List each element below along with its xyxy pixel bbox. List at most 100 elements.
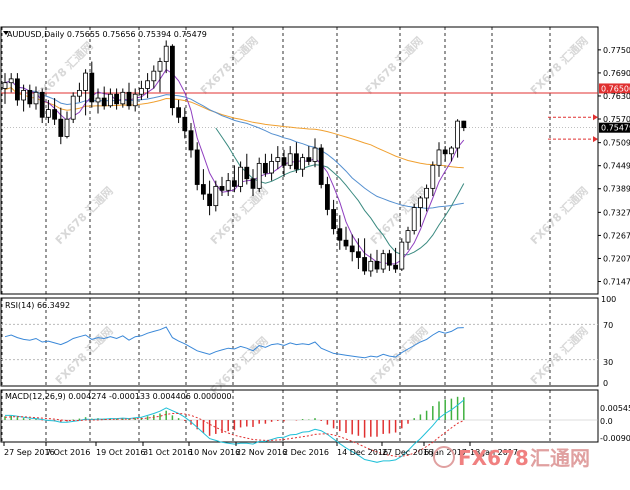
candle-body [417, 197, 423, 208]
watermark-logo-icon [433, 446, 455, 468]
price-tick-label: 0.76905 [603, 69, 630, 78]
chart-menu-triangle-icon[interactable] [3, 31, 9, 35]
macd-label: MACD(12,26,9) 0.004274 -0.000133 0.00440… [5, 392, 232, 401]
candle-body [188, 130, 194, 151]
candle-body [70, 95, 76, 120]
ma-blue-line [4, 80, 464, 209]
target-level-arrows [548, 114, 598, 143]
candle-body [318, 147, 324, 185]
candle-body [145, 80, 151, 89]
candle-body [250, 178, 256, 189]
candle-body [77, 89, 82, 97]
price-panel-frame [0, 26, 599, 295]
candle-body [58, 118, 64, 137]
rsi-panel[interactable]: RSI(14) 66.3492 100 70 30 0 [0, 295, 616, 388]
main-price-panel[interactable]: AUDUSD,Daily 0.75655 0.75656 0.75394 0.7… [0, 26, 599, 295]
candle-body [151, 70, 157, 82]
candle-body [374, 260, 380, 270]
candle-body [436, 149, 442, 166]
candle-body [244, 166, 250, 180]
candle-body [343, 239, 349, 247]
candle-body [231, 180, 237, 187]
candle-body [448, 147, 454, 155]
candle-body [207, 193, 213, 207]
candle-body [138, 88, 144, 95]
candle-body [275, 157, 281, 162]
time-tick-label: 31 Oct 2016 [143, 448, 192, 457]
time-tick-label: 27 Dec 2016 [382, 448, 433, 457]
candle-body [368, 260, 374, 272]
candle-body [95, 97, 101, 103]
rsi-label: RSI(14) 66.3492 [5, 301, 70, 310]
candle-body [430, 164, 436, 189]
time-tick-label: 22 Nov 2016 [236, 448, 287, 457]
candle-body [21, 89, 27, 101]
candle-body [225, 180, 231, 191]
arrow-right-icon [593, 136, 598, 143]
candle-body [101, 97, 107, 107]
candle-body [132, 93, 138, 107]
last-price-label: 0.75479 [601, 124, 630, 133]
symbol-info: AUDUSD,Daily 0.75655 0.75656 0.75394 0.7… [7, 30, 207, 39]
candle-body [399, 241, 405, 270]
candle-body [126, 91, 132, 107]
price-tick-label: 0.76305 [603, 92, 630, 101]
arrow-right-icon [593, 114, 598, 121]
candle-body [182, 116, 188, 132]
candle-body [120, 91, 126, 105]
candle-body [46, 109, 51, 118]
rsi-level-0: 0 [603, 379, 608, 388]
candle-body [27, 89, 33, 105]
price-tick-label: 0.72675 [603, 231, 630, 240]
macd-level-bottom: -0.00905 [600, 434, 630, 443]
candle-body [200, 184, 206, 195]
candle-body [169, 45, 175, 109]
candle-body [256, 162, 262, 189]
candle-body [324, 184, 330, 210]
rsi-level-70: 70 [603, 321, 613, 330]
time-tick-label: 14 Dec 2016 [337, 448, 388, 457]
candle-body [424, 187, 430, 199]
candle-body [219, 186, 225, 191]
watermark-logo: FX678 汇通网 [433, 446, 590, 470]
candle-body [83, 72, 88, 91]
candle-body [157, 61, 163, 72]
candle-body [33, 91, 39, 105]
macd-panel-frame [0, 389, 599, 443]
candle-body [287, 153, 293, 166]
candle-body [108, 93, 113, 107]
candle-body [380, 253, 386, 270]
time-tick-label: 6 Jan 2017 [424, 448, 467, 457]
candle-body [411, 207, 417, 232]
candle-body [405, 230, 411, 243]
macd-signal-line [4, 413, 465, 457]
rsi-level-30: 30 [603, 358, 613, 367]
resistance-price-box [599, 83, 630, 94]
price-axis: 0.77505 0.76905 0.765000.76305 0.757050.754… [598, 46, 630, 287]
candle-body [64, 118, 70, 137]
price-tick-label: 0.77505 [603, 46, 630, 55]
candle-body [349, 245, 355, 253]
ma-orange-line [4, 87, 464, 169]
candle-body [442, 149, 448, 155]
candle-body [39, 91, 45, 118]
candle-body [393, 264, 399, 270]
time-tick-label: 18 Jan 2017 [470, 448, 518, 457]
candle-body [300, 157, 306, 170]
rsi-level-100: 100 [601, 295, 616, 304]
candle-body [306, 157, 312, 162]
candles [2, 40, 467, 277]
candle-body [262, 162, 268, 174]
price-tick-label: 0.73275 [603, 208, 630, 217]
macd-panel[interactable]: MACD(12,26,9) 0.004274 -0.000133 0.00440… [0, 389, 630, 463]
candle-body [52, 109, 57, 120]
time-tick-label: 19 Oct 2016 [96, 448, 145, 457]
macd-level-zero: 0.0 [600, 417, 613, 426]
time-tick-label: 2 Dec 2016 [283, 448, 329, 457]
candle-body [362, 257, 368, 272]
